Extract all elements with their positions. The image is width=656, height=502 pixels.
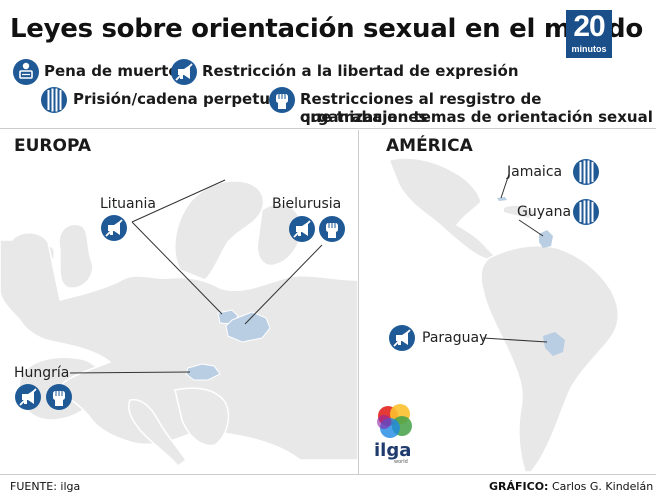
- country-label-paraguay: Paraguay: [422, 330, 488, 346]
- megaphone-icon: [170, 58, 198, 86]
- footer-graphic-label: GRÁFICO:: [489, 480, 549, 493]
- europe-map: [0, 179, 358, 468]
- prison-bars-icon: [572, 198, 600, 226]
- legend-prison-label: Prisión/cadena perpetua: [73, 90, 281, 108]
- legend-orgs-line1: Restricciones al resgistro de organizaci…: [300, 90, 542, 126]
- region-america: AMÉRICA: [386, 136, 473, 156]
- megaphone-icon: [14, 383, 42, 411]
- divider-middle: [358, 130, 359, 475]
- logo-word: minutos: [571, 44, 607, 54]
- legend-expression-label: Restricción a la libertad de expresión: [202, 62, 519, 80]
- prison-bars-icon: [572, 158, 600, 186]
- fist-icon: [268, 86, 296, 114]
- country-label-lituania: Lituania: [100, 196, 156, 212]
- country-label-bielurusia: Bielurusia: [272, 196, 342, 212]
- megaphone-icon: [288, 215, 316, 243]
- country-label-jamaica: Jamaica: [507, 164, 563, 180]
- country-label-guyana: Guyana: [517, 204, 572, 220]
- footer-graphic-credit: GRÁFICO: Carlos G. Kindelán: [489, 480, 653, 493]
- region-europa: EUROPA: [14, 136, 92, 156]
- ilga-logo: ilga world: [374, 404, 412, 464]
- megaphone-icon: [100, 214, 128, 242]
- ilga-name: ilga: [374, 440, 411, 461]
- ilga-sub: world: [394, 459, 408, 464]
- legend-death-label: Pena de muerte: [44, 62, 179, 80]
- footer-graphic-author: Carlos G. Kindelán: [551, 480, 654, 493]
- legend-orgs-line2: que trabajan temas de orientación sexual: [300, 108, 653, 126]
- logo-number: 20: [573, 10, 605, 43]
- americas-map: [387, 157, 619, 473]
- 20minutos-logo: 20 minutos: [566, 10, 612, 58]
- footer-source: FUENTE: ilga: [10, 480, 81, 493]
- country-label-hungria: Hungría: [14, 365, 70, 381]
- death-penalty-icon: [12, 58, 40, 86]
- prison-bars-icon: [40, 86, 68, 114]
- page-title: Leyes sobre orientación sexual en el mun…: [10, 14, 643, 44]
- divider-top: [0, 128, 656, 129]
- fist-icon: [45, 383, 73, 411]
- fist-icon: [318, 215, 346, 243]
- divider-bottom: [0, 474, 656, 475]
- megaphone-icon: [388, 324, 416, 352]
